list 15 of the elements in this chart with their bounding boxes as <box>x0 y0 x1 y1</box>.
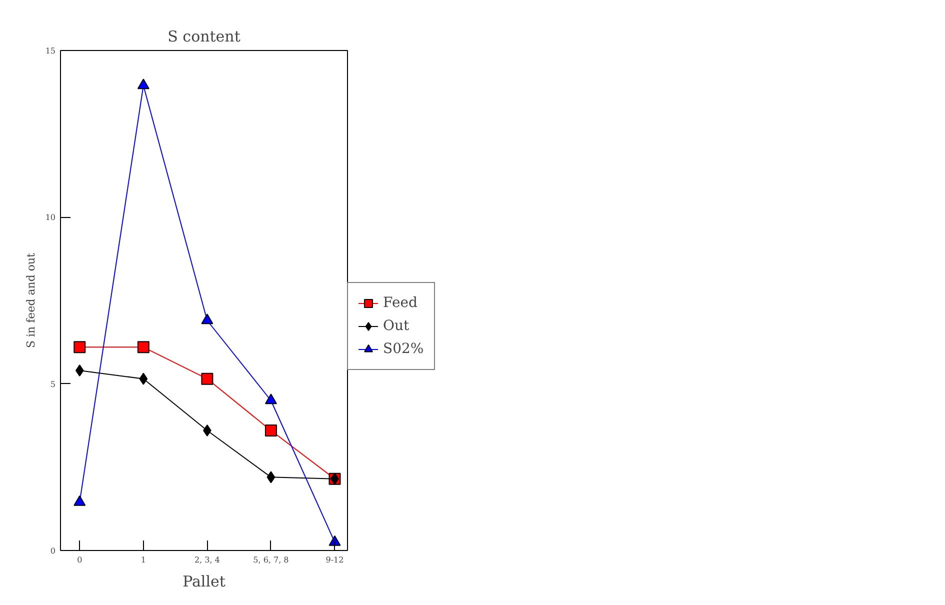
y-tick-label: 5 <box>50 380 56 389</box>
x-tick-label: 5, 6, 7, 8 <box>253 556 289 564</box>
y-tick-label: 10 <box>45 213 56 222</box>
x-tick-label: 1 <box>140 556 146 564</box>
y-tick-label: 0 <box>50 546 56 556</box>
y-tick-label: 15 <box>45 46 56 56</box>
chart-title: S content <box>168 28 240 46</box>
x-tick-label: 2, 3, 4 <box>194 556 220 564</box>
y-axis-title: S in feed and out <box>24 252 38 348</box>
legend-label: Feed <box>383 295 418 311</box>
x-tick-label: 0 <box>77 556 82 564</box>
x-tick-label: 9-12 <box>326 556 344 564</box>
legend-label: S02% <box>383 341 424 357</box>
legend-label: Out <box>383 318 410 334</box>
x-axis-title: Pallet <box>182 572 226 590</box>
